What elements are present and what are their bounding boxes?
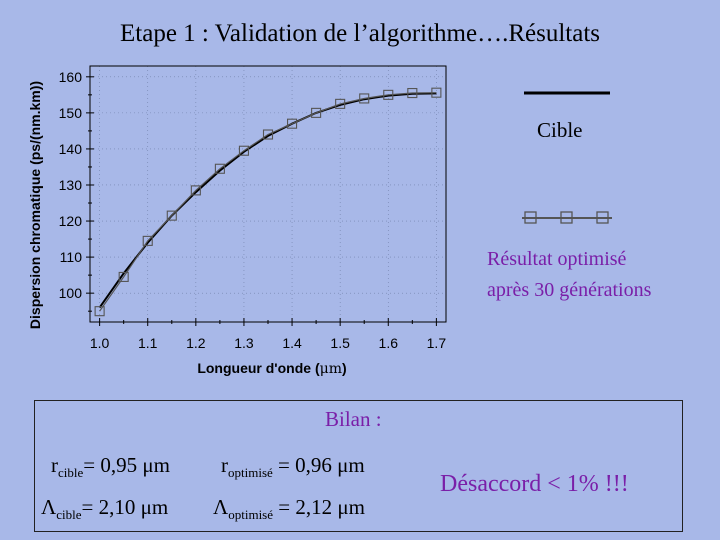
summary-title: Bilan :	[325, 407, 382, 431]
y-tick-label: 160	[59, 69, 83, 85]
chart-grid	[90, 66, 446, 322]
x-tick-label: 1.2	[186, 335, 206, 351]
x-tick-label: 1.4	[282, 335, 302, 351]
legend-optimized-marker	[522, 211, 612, 224]
legend-optimized-label-2: après 30 générations	[487, 279, 652, 301]
summary-box: Bilan : rcible= 0,95 μm roptimisé = 0,96…	[34, 400, 683, 532]
plot-frame	[89, 65, 447, 323]
x-tick-label: 1.5	[330, 335, 350, 351]
y-tick-label: 120	[59, 213, 83, 229]
series-optimized-point	[238, 145, 249, 156]
series-optimized-point	[359, 93, 370, 104]
x-axis-label: Longueur d'onde (μm)	[197, 360, 346, 377]
series-optimized-point	[311, 107, 322, 118]
series-optimized-line	[99, 92, 437, 312]
dispersion-chart: 100 110 120 130 140 150 160 1.0 1.1 1.2 1.3 1.4 1.5 1…	[27, 65, 612, 377]
series-optimized-point	[407, 87, 418, 99]
y-axis-label: Dispersion chromatique (ps/(nm.km))	[27, 81, 43, 329]
chart-series	[94, 87, 442, 317]
y-tick-label: 130	[59, 177, 83, 193]
series-optimized-point	[287, 118, 298, 129]
series-optimized-point	[214, 163, 225, 174]
y-tick-label: 150	[59, 105, 83, 121]
series-optimized-point	[94, 306, 105, 317]
series-optimized-point	[142, 235, 153, 246]
series-optimized-point	[383, 89, 394, 100]
series-optimized-point	[431, 87, 442, 98]
r-optimized-formula: roptimisé = 0,96 μm	[221, 453, 365, 481]
y-tick-label: 110	[60, 249, 83, 265]
legend-optimized-label-1: Résultat optimisé	[487, 248, 627, 270]
x-tick-label: 1.3	[234, 335, 254, 351]
lambda-target-formula: Λcible= 2,10 μm	[41, 495, 169, 523]
x-tick-label: 1.0	[90, 335, 110, 351]
x-tick-label: 1.1	[138, 335, 158, 351]
legend-target-label: Cible	[537, 118, 583, 142]
y-tick-label: 140	[59, 141, 83, 157]
r-target-formula: rcible= 0,95 μm	[51, 453, 170, 481]
x-tick-label: 1.6	[379, 335, 399, 351]
slide-title: Etape 1 : Validation de l’algorithme….Ré…	[120, 20, 600, 47]
lambda-optimized-formula: Λoptimisé = 2,12 μm	[213, 495, 365, 523]
series-optimized-point	[262, 129, 274, 140]
series-target-line	[98, 92, 437, 309]
series-optimized-point	[166, 210, 177, 221]
x-tick-label: 1.7	[427, 335, 447, 351]
y-tick-label: 100	[59, 285, 83, 301]
conclusion-text: Désaccord < 1% !!!	[440, 471, 629, 497]
series-optimized-point	[335, 98, 346, 109]
series-optimized-point	[190, 185, 201, 196]
series-optimized-point	[118, 271, 129, 282]
chart-axes: 100 110 120 130 140 150 160 1.0 1.1 1.2 1.3 1.4 1.5 1…	[59, 65, 447, 351]
